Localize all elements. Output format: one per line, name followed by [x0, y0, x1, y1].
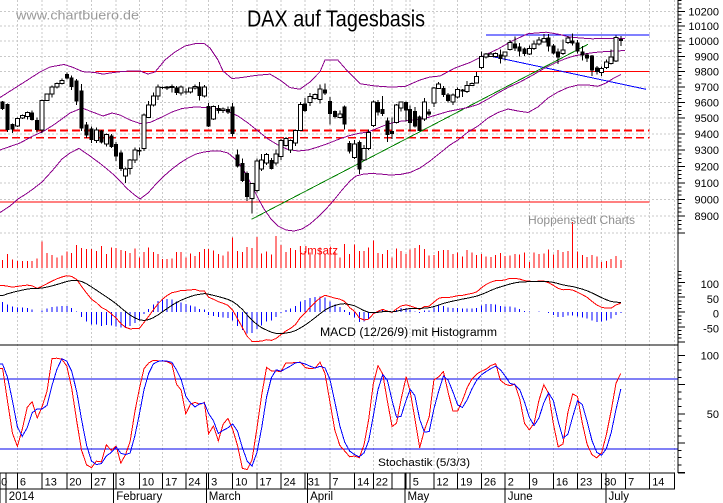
svg-text:9600: 9600: [695, 98, 719, 110]
svg-text:3: 3: [211, 477, 217, 489]
svg-text:9900: 9900: [695, 51, 719, 63]
svg-text:30: 30: [604, 477, 616, 489]
svg-text:Umsatz: Umsatz: [299, 246, 338, 258]
svg-text:9800: 9800: [695, 67, 719, 79]
svg-text:5: 5: [413, 477, 419, 489]
svg-text:9200: 9200: [695, 161, 719, 173]
svg-text:May: May: [408, 491, 430, 503]
svg-text:9100: 9100: [695, 178, 719, 190]
svg-text:8900: 8900: [695, 211, 719, 223]
svg-text:10: 10: [235, 477, 247, 489]
svg-text:DAX auf Tagesbasis: DAX auf Tagesbasis: [247, 6, 425, 32]
svg-text:100: 100: [701, 350, 719, 362]
svg-text:10100: 10100: [688, 21, 719, 33]
svg-text:14: 14: [652, 477, 664, 489]
svg-text:6: 6: [20, 477, 26, 489]
svg-text:9000: 9000: [695, 194, 719, 206]
svg-text:10000: 10000: [688, 36, 719, 48]
svg-text:MACD (12/26/9) mit Histogramm: MACD (12/26/9) mit Histogramm: [320, 327, 497, 339]
svg-text:9300: 9300: [695, 145, 719, 157]
svg-text:13: 13: [45, 477, 57, 489]
svg-text:30: 30: [0, 477, 7, 489]
svg-text:3: 3: [119, 477, 125, 489]
svg-text:9700: 9700: [695, 82, 719, 94]
svg-text:24: 24: [188, 477, 200, 489]
svg-text:26: 26: [484, 477, 496, 489]
svg-text:April: April: [310, 491, 333, 503]
svg-text:0: 0: [713, 309, 719, 321]
svg-text:2: 2: [508, 477, 514, 489]
svg-text:17: 17: [165, 477, 177, 489]
svg-text:16: 16: [556, 477, 568, 489]
svg-text:9500: 9500: [695, 113, 719, 125]
svg-text:9: 9: [532, 477, 538, 489]
svg-text:23: 23: [580, 477, 592, 489]
svg-text:February: February: [116, 491, 162, 503]
svg-text:2014: 2014: [9, 491, 35, 503]
svg-text:7: 7: [628, 477, 634, 489]
svg-text:9400: 9400: [695, 129, 719, 141]
svg-text:www.chartbuero.de: www.chartbuero.de: [15, 8, 139, 23]
svg-text:July: July: [609, 491, 630, 503]
svg-text:100: 100: [701, 279, 719, 291]
svg-text:20: 20: [69, 477, 81, 489]
svg-text:10: 10: [142, 477, 154, 489]
svg-text:7: 7: [332, 477, 338, 489]
svg-text:27: 27: [94, 477, 106, 489]
svg-text:June: June: [508, 491, 533, 503]
svg-text:March: March: [209, 491, 241, 503]
svg-text:19: 19: [460, 477, 472, 489]
svg-text:50: 50: [707, 294, 719, 306]
svg-text:24: 24: [284, 477, 296, 489]
svg-text:-50: -50: [703, 324, 719, 336]
svg-text:14: 14: [357, 477, 369, 489]
svg-text:Hoppenstedt Charts: Hoppenstedt Charts: [528, 213, 635, 227]
svg-text:Stochastik (5/3/3): Stochastik (5/3/3): [378, 457, 470, 469]
svg-text:50: 50: [707, 409, 719, 421]
svg-text:31: 31: [308, 477, 320, 489]
svg-text:10200: 10200: [688, 6, 719, 18]
svg-text:17: 17: [259, 477, 271, 489]
svg-text:22: 22: [376, 477, 388, 489]
svg-text:12: 12: [436, 477, 448, 489]
